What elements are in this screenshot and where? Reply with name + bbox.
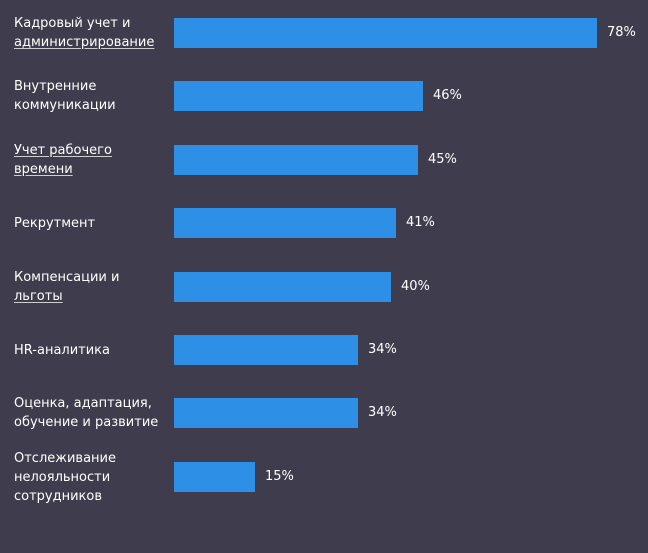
value-label: 45% xyxy=(428,152,457,167)
category-label-line: нелояльности xyxy=(14,470,111,485)
bar xyxy=(174,208,396,238)
category-label: Внутренние коммуникации xyxy=(14,77,164,115)
category-label-link[interactable]: Учет рабочего xyxy=(14,143,112,158)
value-label: 34% xyxy=(368,405,397,420)
bar xyxy=(174,81,423,111)
value-label: 78% xyxy=(607,25,636,40)
value-label: 40% xyxy=(401,279,430,294)
category-label-line: Кадровый учет и xyxy=(14,16,131,31)
category-label: Компенсации и льготы xyxy=(14,268,164,306)
bar xyxy=(174,335,358,365)
value-label: 41% xyxy=(406,215,435,230)
bar xyxy=(174,272,391,302)
category-label-link[interactable]: администрирование xyxy=(14,35,155,50)
category-label-link[interactable]: льготы xyxy=(14,289,63,304)
bar xyxy=(174,398,358,428)
category-label-line: Отслеживание xyxy=(14,451,116,466)
category-label-line: Компенсации и xyxy=(14,270,120,285)
value-label: 46% xyxy=(433,88,462,103)
category-label-line: Оценка, адаптация, xyxy=(14,396,152,411)
category-label: Рекрутмент xyxy=(14,214,164,233)
category-label-line: Внутренние xyxy=(14,79,97,94)
category-label-line: сотрудников xyxy=(14,489,103,504)
bar xyxy=(174,145,418,175)
category-label-line: коммуникации xyxy=(14,98,116,113)
value-label: 34% xyxy=(368,342,397,357)
category-label: Учет рабочего времени xyxy=(14,141,164,179)
value-label: 15% xyxy=(265,469,294,484)
category-label: Кадровый учет и администрирование xyxy=(14,14,164,52)
bar xyxy=(174,18,597,48)
category-label: Отслеживание нелояльности сотрудников xyxy=(14,449,164,506)
category-label-line: обучение и развитие xyxy=(14,415,159,430)
category-label-link[interactable]: времени xyxy=(14,162,73,177)
category-label-line: Рекрутмент xyxy=(14,216,96,231)
category-label-line: HR-аналитика xyxy=(14,343,111,358)
category-label: HR-аналитика xyxy=(14,341,164,360)
bar xyxy=(174,462,255,492)
category-label: Оценка, адаптация, обучение и развитие xyxy=(14,394,164,432)
